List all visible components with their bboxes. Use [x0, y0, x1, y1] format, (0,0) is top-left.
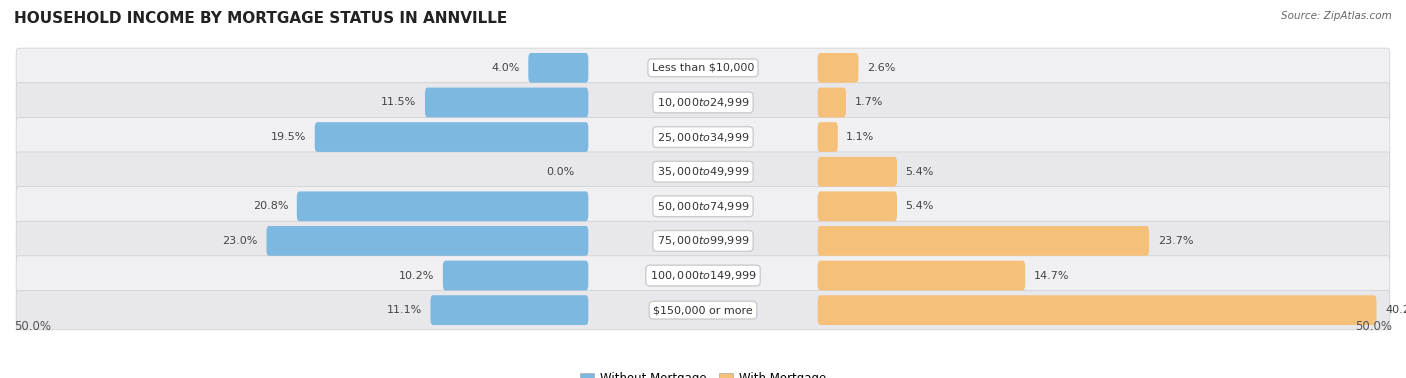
FancyBboxPatch shape	[297, 191, 588, 221]
Text: $75,000 to $99,999: $75,000 to $99,999	[657, 234, 749, 248]
Text: 19.5%: 19.5%	[271, 132, 307, 142]
FancyBboxPatch shape	[443, 261, 588, 290]
FancyBboxPatch shape	[818, 53, 859, 83]
Text: 50.0%: 50.0%	[14, 320, 51, 333]
Text: Source: ZipAtlas.com: Source: ZipAtlas.com	[1281, 11, 1392, 21]
Text: 5.4%: 5.4%	[905, 167, 934, 177]
FancyBboxPatch shape	[315, 122, 588, 152]
Text: $150,000 or more: $150,000 or more	[654, 305, 752, 315]
Text: 2.6%: 2.6%	[868, 63, 896, 73]
Text: 50.0%: 50.0%	[1355, 320, 1392, 333]
Text: 11.1%: 11.1%	[387, 305, 422, 315]
Text: $35,000 to $49,999: $35,000 to $49,999	[657, 165, 749, 178]
Text: Less than $10,000: Less than $10,000	[652, 63, 754, 73]
Text: $10,000 to $24,999: $10,000 to $24,999	[657, 96, 749, 109]
FancyBboxPatch shape	[15, 48, 1391, 88]
Text: 11.5%: 11.5%	[381, 98, 416, 107]
Text: 4.0%: 4.0%	[491, 63, 520, 73]
Text: $50,000 to $74,999: $50,000 to $74,999	[657, 200, 749, 213]
FancyBboxPatch shape	[818, 191, 897, 221]
FancyBboxPatch shape	[15, 152, 1391, 191]
Legend: Without Mortgage, With Mortgage: Without Mortgage, With Mortgage	[575, 367, 831, 378]
FancyBboxPatch shape	[15, 221, 1391, 261]
Text: 23.7%: 23.7%	[1157, 236, 1194, 246]
Text: 0.0%: 0.0%	[547, 167, 575, 177]
Text: 20.8%: 20.8%	[253, 201, 288, 211]
FancyBboxPatch shape	[818, 226, 1149, 256]
FancyBboxPatch shape	[818, 88, 846, 117]
FancyBboxPatch shape	[818, 261, 1025, 290]
Text: $100,000 to $149,999: $100,000 to $149,999	[650, 269, 756, 282]
Text: HOUSEHOLD INCOME BY MORTGAGE STATUS IN ANNVILLE: HOUSEHOLD INCOME BY MORTGAGE STATUS IN A…	[14, 11, 508, 26]
FancyBboxPatch shape	[529, 53, 588, 83]
Text: 40.2%: 40.2%	[1385, 305, 1406, 315]
FancyBboxPatch shape	[430, 295, 588, 325]
FancyBboxPatch shape	[818, 295, 1376, 325]
FancyBboxPatch shape	[267, 226, 588, 256]
Text: 10.2%: 10.2%	[399, 271, 434, 280]
FancyBboxPatch shape	[425, 88, 588, 117]
FancyBboxPatch shape	[15, 256, 1391, 295]
FancyBboxPatch shape	[15, 187, 1391, 226]
Text: $25,000 to $34,999: $25,000 to $34,999	[657, 130, 749, 144]
Text: 23.0%: 23.0%	[222, 236, 257, 246]
Text: 14.7%: 14.7%	[1033, 271, 1069, 280]
FancyBboxPatch shape	[15, 290, 1391, 330]
FancyBboxPatch shape	[818, 157, 897, 187]
Text: 1.7%: 1.7%	[855, 98, 883, 107]
FancyBboxPatch shape	[15, 117, 1391, 157]
FancyBboxPatch shape	[818, 122, 838, 152]
FancyBboxPatch shape	[15, 83, 1391, 122]
Text: 5.4%: 5.4%	[905, 201, 934, 211]
Text: 1.1%: 1.1%	[846, 132, 875, 142]
